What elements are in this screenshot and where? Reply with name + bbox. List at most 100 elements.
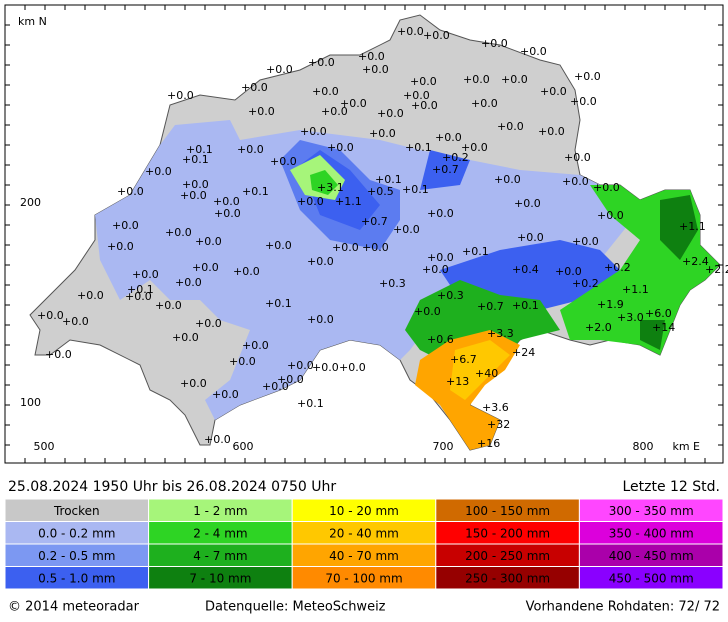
period: 25.08.2024 1950 Uhr bis 26.08.2024 0750 … — [8, 479, 336, 495]
legend-label: 40 - 70 mm — [329, 549, 399, 563]
station-value: +32 — [487, 418, 510, 431]
station-value: +0.0 — [514, 197, 541, 210]
legend-label: 70 - 100 mm — [325, 571, 402, 585]
station-value: +0.1 — [182, 153, 209, 166]
station-value: +0.0 — [327, 141, 354, 154]
station-value: +0.0 — [540, 85, 567, 98]
legend-label: 20 - 40 mm — [329, 526, 399, 540]
station-value: +0.0 — [555, 265, 582, 278]
station-value: +0.0 — [369, 127, 396, 140]
station-value: +0.0 — [411, 99, 438, 112]
station-value: +1.1 — [679, 220, 706, 233]
station-value: +0.0 — [213, 195, 240, 208]
station-value: +0.0 — [593, 181, 620, 194]
station-value: +24 — [512, 346, 535, 359]
legend-label: 2 - 4 mm — [193, 526, 247, 540]
station-value: +0.0 — [377, 107, 404, 120]
station-value: +2.4 — [682, 255, 709, 268]
legend-label: 400 - 450 mm — [609, 549, 694, 563]
station-value: +0.0 — [574, 70, 601, 83]
station-value: +16 — [477, 437, 500, 450]
data-source: Datenquelle: MeteoSchweiz — [205, 600, 386, 615]
station-value: +0.0 — [312, 361, 339, 374]
precip-strong — [300, 150, 470, 230]
station-value: +0.0 — [435, 131, 462, 144]
station-value: +0.0 — [340, 97, 367, 110]
station-value: +0.1 — [405, 141, 432, 154]
station-value: +0.4 — [512, 263, 539, 276]
legend-label: 10 - 20 mm — [329, 504, 399, 518]
station-value: +0.1 — [186, 143, 213, 156]
station-value: +0.0 — [237, 143, 264, 156]
time-window: Letzte 12 Std. — [622, 479, 720, 495]
station-value: +0.0 — [362, 63, 389, 76]
station-value: +0.0 — [112, 219, 139, 232]
station-value: +6.7 — [450, 353, 477, 366]
precip-light — [95, 120, 640, 420]
station-value: +0.0 — [62, 315, 89, 328]
y-axis-label: 100 — [20, 396, 41, 409]
station-value: +0.0 — [270, 155, 297, 168]
station-value: +0.0 — [520, 45, 547, 58]
station-value: +0.2 — [442, 151, 469, 164]
station-value: +0.0 — [77, 289, 104, 302]
station-value: +3.3 — [487, 327, 514, 340]
station-value: +0.0 — [145, 165, 172, 178]
legend-label: 0.5 - 1.0 mm — [38, 571, 115, 585]
station-value: +1.9 — [597, 298, 624, 311]
station-value: +6.0 — [645, 307, 672, 320]
station-value: +0.0 — [266, 63, 293, 76]
station-value: +0.0 — [117, 185, 144, 198]
station-value: +3.0 — [617, 311, 644, 324]
station-value: +0.1 — [462, 245, 489, 258]
station-value: +0.0 — [461, 141, 488, 154]
legend-label: 100 - 150 mm — [465, 504, 550, 518]
station-value: +0.1 — [375, 173, 402, 186]
station-value: +0.0 — [393, 223, 420, 236]
station-value: +0.7 — [432, 163, 459, 176]
station-value: +0.0 — [312, 85, 339, 98]
station-value: +0.0 — [180, 189, 207, 202]
x-axis-label: 600 — [233, 440, 254, 453]
legend-label: 0.2 - 0.5 mm — [38, 549, 115, 563]
copyright: © 2014 meteoradar — [8, 600, 140, 615]
station-value: +0.0 — [422, 263, 449, 276]
station-value: +0.0 — [501, 73, 528, 86]
legend-label: 300 - 350 mm — [609, 504, 694, 518]
station-value: +0.0 — [182, 178, 209, 191]
station-value: +2.2 — [705, 263, 728, 276]
station-value: +0.0 — [132, 268, 159, 281]
legend-swatch — [578, 566, 724, 590]
x-axis-label: 700 — [433, 440, 454, 453]
station-value: +0.0 — [241, 81, 268, 94]
station-value: +3.6 — [482, 401, 509, 414]
station-value: +3.1 — [317, 181, 344, 194]
station-value: +0.1 — [297, 397, 324, 410]
legend-label: 7 - 10 mm — [189, 571, 251, 585]
station-value: +0.0 — [427, 251, 454, 264]
station-value: +0.0 — [570, 95, 597, 108]
station-value: +0.7 — [477, 300, 504, 313]
station-value: +0.0 — [562, 175, 589, 188]
station-value: +0.0 — [572, 235, 599, 248]
station-value: +0.0 — [262, 380, 289, 393]
station-value: +0.0 — [265, 239, 292, 252]
station-value: +0.0 — [214, 207, 241, 220]
station-value: +0.0 — [597, 209, 624, 222]
station-value: +0.0 — [307, 255, 334, 268]
station-value: +0.0 — [362, 241, 389, 254]
station-value: +0.5 — [367, 185, 394, 198]
station-value: +0.1 — [242, 185, 269, 198]
station-value: +0.0 — [564, 151, 591, 164]
station-value: +0.1 — [402, 183, 429, 196]
station-value: +0.0 — [403, 89, 430, 102]
legend-label: 0.0 - 0.2 mm — [38, 526, 115, 540]
station-value: +0.0 — [423, 29, 450, 42]
station-value: +0.0 — [339, 361, 366, 374]
x-axis-label: 800 — [633, 440, 654, 453]
station-value: +0.0 — [248, 105, 275, 118]
station-value: +0.0 — [155, 299, 182, 312]
station-value: +0.2 — [572, 277, 599, 290]
station-value: +0.0 — [125, 290, 152, 303]
station-value: +1.1 — [335, 195, 362, 208]
